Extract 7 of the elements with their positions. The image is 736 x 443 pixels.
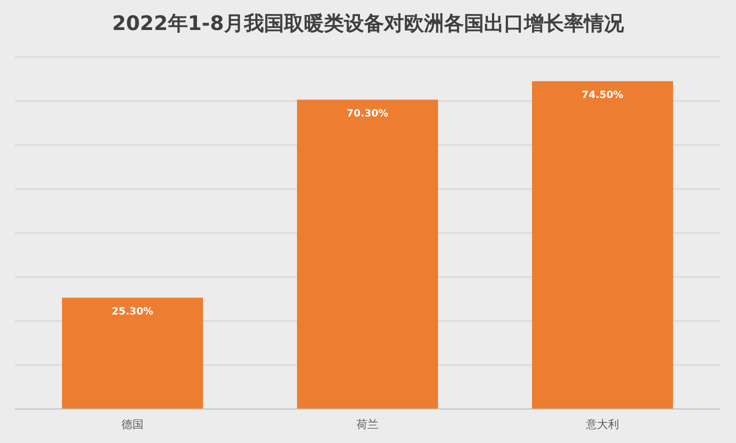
x-tick-label: 意大利 bbox=[585, 418, 619, 431]
data-label: 70.30% bbox=[346, 108, 388, 120]
data-label: 74.50% bbox=[582, 90, 624, 102]
x-tick-label: 德国 bbox=[122, 418, 144, 431]
chart-title: 2022年1-8月我国取暖类设备对欧洲各国出口增长率情况 bbox=[112, 11, 625, 35]
data-label: 25.30% bbox=[112, 306, 154, 318]
x-tick-label: 荷兰 bbox=[356, 418, 378, 431]
